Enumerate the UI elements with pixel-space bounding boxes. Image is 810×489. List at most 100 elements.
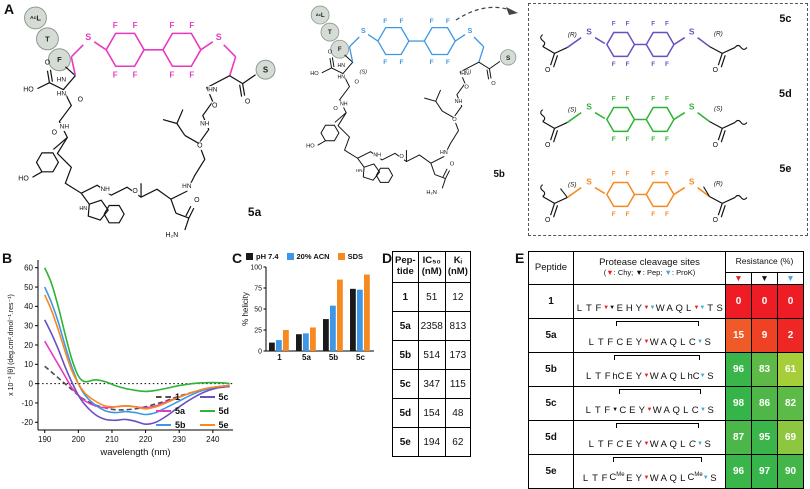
table-row: 5e 194 62: [392, 427, 471, 457]
series-5b: [43, 286, 230, 416]
bar-5c-SDS: [364, 274, 370, 351]
panel-label-a: A: [4, 1, 15, 17]
svg-text:AcL: AcL: [30, 13, 41, 22]
svg-text:60: 60: [24, 264, 33, 273]
svg-text:F: F: [400, 18, 404, 25]
svg-text:HN: HN: [461, 71, 469, 77]
peptide-name: 5c: [528, 386, 574, 421]
panel-label-e: E: [515, 250, 525, 266]
svg-text:F: F: [665, 211, 669, 218]
residue: T: [597, 336, 604, 348]
peptide-name: 5a: [392, 311, 419, 341]
prok-triangle-icon: ▼: [664, 268, 672, 278]
panel-label-b: B: [2, 250, 13, 266]
bar-5b-pH 7.4: [323, 319, 329, 351]
residue: hC: [612, 370, 625, 382]
resistance-value: 82: [777, 386, 804, 421]
cd-spectra-chart: -20 -10 0 10 20 30 40 50 60 190 200 210 220 230 240 wav…: [8, 260, 233, 458]
svg-text:S: S: [216, 32, 222, 42]
svg-text:F: F: [626, 211, 630, 218]
peptide-sequence: L T F ▼ C E Y ▼ W A Q L C ▼ S: [575, 388, 725, 420]
legend-line-icon: [199, 410, 215, 412]
residue: L: [576, 302, 583, 314]
svg-text:F: F: [612, 96, 616, 103]
nterm-residue-circle: [330, 39, 350, 59]
legend-swatch-icon: [337, 253, 345, 260]
peptide-name: 5e: [528, 454, 574, 489]
bar-5c-20% ACN: [357, 289, 363, 351]
bar-1-pH 7.4: [269, 342, 275, 351]
peptide-sequence: L T F CMe E Y ▼ W A Q L CMe ▼ S: [575, 456, 725, 488]
svg-text:5b: 5b: [329, 353, 338, 362]
nterm-residue-circle: [47, 48, 71, 72]
svg-text:HN: HN: [57, 77, 67, 84]
residue: A: [660, 438, 667, 450]
resistance-value: 0: [751, 284, 778, 319]
bar-1-20% ACN: [276, 340, 282, 351]
svg-text:(R): (R): [714, 31, 723, 38]
residue: Q: [669, 370, 677, 382]
svg-text:F: F: [626, 96, 630, 103]
svg-text:F: F: [612, 21, 616, 28]
svg-text:F: F: [446, 59, 450, 66]
cleavage-marker-icon: ▼: [643, 373, 650, 379]
legend-item: 1: [156, 390, 186, 404]
svg-text:O: O: [197, 142, 203, 149]
svg-text:50: 50: [254, 307, 262, 314]
peptide-sequence: L T F C E Y ▼ W A Q L C ▼ S: [575, 422, 725, 454]
column-header: IC₅₀ (nM): [417, 251, 446, 283]
svg-text:O: O: [545, 67, 551, 74]
svg-text:F: F: [113, 21, 118, 30]
svg-text:210: 210: [105, 435, 119, 444]
residue: E: [616, 302, 623, 314]
peptide-name: 5c: [392, 369, 419, 399]
residue: S: [710, 472, 717, 484]
ki-value: 115: [444, 369, 471, 399]
residue: A: [663, 404, 670, 416]
residue: E: [629, 404, 636, 416]
svg-text:F: F: [169, 71, 174, 80]
residue: Q: [669, 336, 677, 348]
residue: Q: [675, 302, 683, 314]
residue: S: [704, 336, 711, 348]
svg-text:S: S: [586, 177, 592, 187]
residue: E: [626, 336, 633, 348]
peptide-name: 5e: [392, 427, 419, 457]
residue: Y: [638, 404, 645, 416]
residue: C: [619, 404, 627, 416]
svg-text:F: F: [612, 61, 616, 68]
bar-5c-pH 7.4: [350, 288, 356, 351]
legend-swatch-icon: [246, 253, 253, 260]
residue: W: [649, 438, 659, 450]
panel-label-d: D: [382, 250, 393, 266]
legend-line-icon: [156, 424, 171, 426]
residue: L: [585, 370, 592, 382]
svg-text:T: T: [328, 29, 332, 36]
svg-text:F: F: [612, 171, 616, 178]
svg-text:NH: NH: [60, 123, 70, 130]
resistance-value: 0: [725, 284, 752, 319]
svg-text:(S): (S): [568, 182, 577, 189]
nterm-residue-circle: [24, 6, 47, 30]
svg-text:HN: HN: [440, 150, 448, 156]
resistance-value: 61: [777, 352, 804, 387]
resistance-col-pep: ▼: [751, 272, 778, 285]
svg-text:O: O: [399, 154, 404, 160]
svg-text:30: 30: [24, 321, 33, 330]
svg-text:75: 75: [254, 286, 262, 293]
svg-text:S: S: [586, 27, 592, 37]
residue: W: [649, 472, 659, 484]
prok-triangle-icon: ▼: [786, 272, 795, 283]
pep-triangle-icon: ▼: [760, 272, 769, 283]
table-row: 1 L T F ▼ ▼ E H Y ▼ ▼ W A Q L ▼ ▼ T S 0 0 0: [528, 284, 804, 319]
svg-text:HN: HN: [208, 87, 218, 94]
residue: F: [595, 302, 602, 314]
column-header-sites: Protease cleavage sites (▼: Chy; ▼: Pep; …: [573, 251, 726, 285]
svg-text:F: F: [665, 61, 669, 68]
table-row: 5c L T F ▼ C E Y ▼ W A Q L C ▼ S 98 86 82: [528, 386, 804, 421]
residue: L: [582, 472, 589, 484]
svg-text:F: F: [626, 136, 630, 143]
svg-text:O: O: [713, 67, 719, 74]
nterm-residue-circle: [320, 22, 340, 42]
residue: S: [704, 438, 711, 450]
